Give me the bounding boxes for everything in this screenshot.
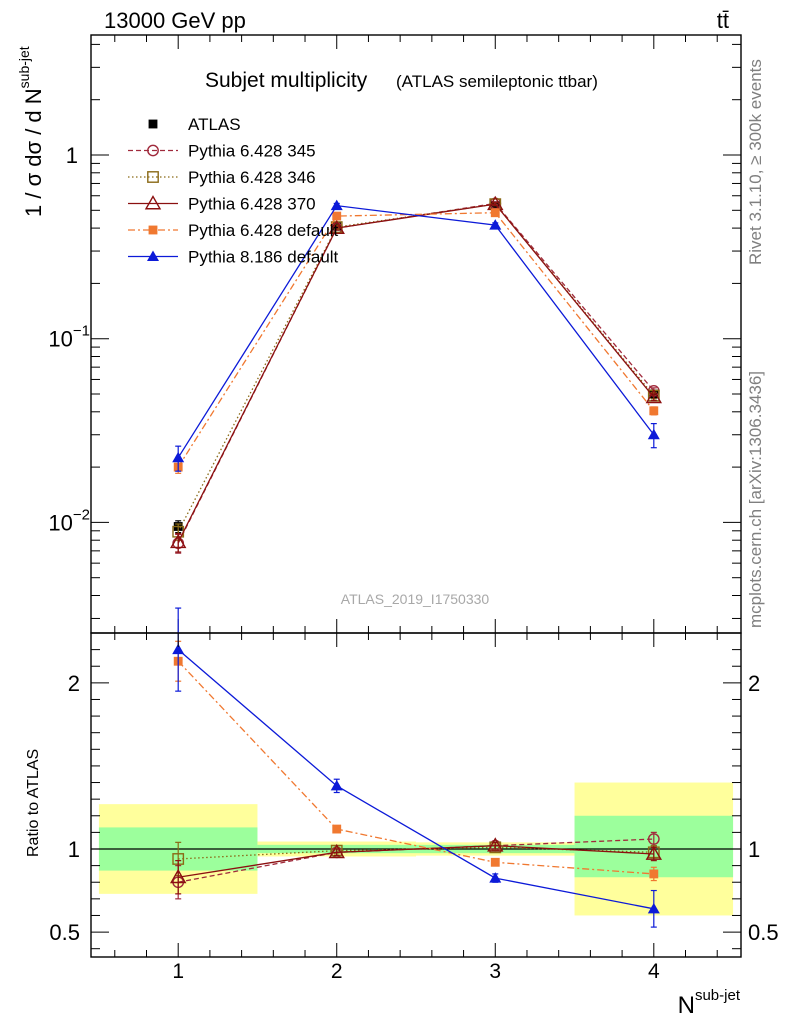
point-p370 [328, 219, 345, 235]
legend-label-p8def: Pythia 8.186 default [188, 248, 339, 267]
ratio-y-tick-label: 2 [68, 671, 80, 696]
x-axis-label: Nsub-jet [678, 987, 741, 1019]
chart-title: Subjet multiplicity [205, 69, 368, 92]
point-p345 [647, 833, 660, 845]
legend-marker-p6def [148, 225, 158, 235]
series-line-p8def [177, 649, 654, 910]
point-p6def [490, 208, 500, 218]
ratio-y-tick-label-right: 2 [748, 671, 760, 696]
point-p8def [489, 872, 502, 883]
x-tick-label: 3 [489, 960, 501, 983]
main-y-axis-label: 1 / σ dσ / d Nsub-jet [16, 46, 46, 217]
point-p6def [490, 857, 500, 867]
point-p8def [330, 199, 343, 211]
main-panel-series [169, 195, 663, 554]
series-p370 [169, 837, 663, 895]
series-line-p370 [177, 203, 655, 543]
point-p370 [169, 533, 187, 549]
ratio-y-tick-label-right: 1 [748, 837, 760, 862]
series-line-p8def [177, 204, 655, 459]
legend-label-p345: Pythia 6.428 345 [188, 142, 316, 161]
legend-label-atlas: ATLAS [188, 115, 241, 134]
point-p8def [489, 219, 502, 230]
ratio-y-tick-label: 1 [68, 837, 80, 862]
ratio-frame [90, 632, 742, 958]
legend-label-p346: Pythia 6.428 346 [188, 168, 316, 187]
y-tick-label: 10−2 [48, 506, 90, 535]
legend-marker-p8def [147, 250, 159, 261]
point-p8def [172, 451, 185, 463]
ratio-y-tick-label-right: 0.5 [748, 920, 779, 945]
legend-entry-p346: Pythia 6.428 346 [128, 168, 316, 187]
point-p6def [649, 869, 659, 879]
point-p8def [647, 428, 660, 440]
y-tick-label: 1 [66, 143, 78, 168]
point-p8def [330, 779, 343, 791]
point-p6def [332, 211, 342, 221]
ratio-y-axis-label: Ratio to ATLAS [25, 749, 42, 857]
ratio-y-tick-label: 0.5 [49, 920, 80, 945]
legend-label-p6def: Pythia 6.428 default [188, 221, 339, 240]
y-tick-label: 10−1 [48, 323, 90, 352]
legend-entry-p345: Pythia 6.428 345 [128, 142, 316, 161]
chart-subtitle: (ATLAS semileptonic ttbar) [396, 72, 598, 91]
x-tick-label: 2 [331, 960, 343, 983]
rivet-version-label: Rivet 3.1.10, ≥ 300k events [746, 59, 765, 265]
header-energy-label: 13000 GeV pp [104, 8, 246, 33]
mcplots-label: mcplots.cern.ch [arXiv:1306.3436] [746, 371, 765, 628]
legend-marker-atlas [148, 119, 158, 129]
legend-marker-p346 [147, 171, 159, 183]
series-line-p6def [177, 212, 655, 468]
legend-label-p370: Pythia 6.428 370 [188, 195, 316, 214]
ratio-panel-axes: 0.5 0.5 1 1 2 2 1 2 3 4 [49, 632, 779, 983]
series-line-p6def [177, 660, 654, 875]
series-p8def [172, 607, 660, 928]
point-p370 [487, 837, 504, 852]
point-p370 [645, 388, 663, 404]
legend-entry-p6def: Pythia 6.428 default [128, 221, 339, 240]
legend-entry-p370: Pythia 6.428 370 [128, 195, 316, 214]
point-p370 [645, 845, 663, 860]
point-p370 [328, 843, 345, 859]
ratio-panel-series [169, 607, 663, 928]
legend: ATLAS Pythia 6.428 345 Pythia 6.428 346 Pyt… [128, 115, 339, 267]
series-p370 [169, 195, 663, 553]
point-p8def [172, 643, 185, 655]
point-p370 [169, 868, 187, 884]
point-p6def [649, 406, 659, 416]
point-p6def [332, 824, 342, 834]
point-p8def [647, 902, 660, 914]
legend-marker-p345 [147, 144, 159, 157]
legend-entry-atlas: ATLAS [148, 115, 241, 134]
header-process-label: tt̄ [717, 8, 729, 33]
x-tick-label: 1 [172, 960, 184, 983]
x-tick-label: 4 [648, 960, 660, 983]
legend-entry-p8def: Pythia 8.186 default [128, 248, 339, 267]
legend-marker-p370 [144, 195, 162, 210]
series-p8def [172, 199, 660, 472]
analysis-watermark: ATLAS_2019_I1750330 [341, 591, 490, 607]
series-line-p370 [178, 845, 654, 878]
